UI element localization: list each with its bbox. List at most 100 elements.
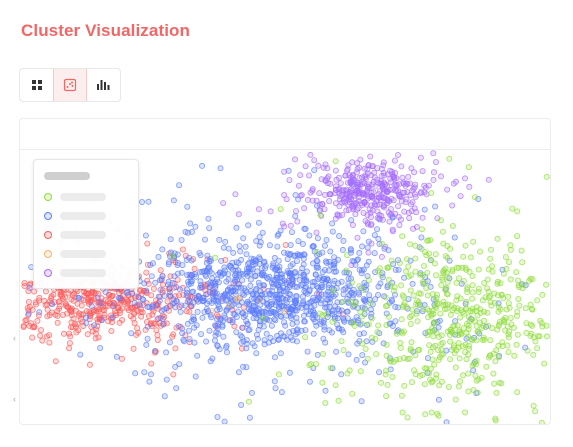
scatter-point <box>48 293 55 300</box>
scatter-point <box>87 310 94 317</box>
scatter-point <box>257 301 264 308</box>
scatter-point <box>335 397 342 404</box>
scatter-point <box>284 250 291 257</box>
scatter-point <box>275 257 282 264</box>
scatter-point <box>46 339 53 346</box>
scatter-point <box>272 310 279 317</box>
scatter-point <box>353 314 360 321</box>
scatter-point <box>179 330 186 337</box>
scatter-point <box>456 355 463 362</box>
scatter-point <box>437 310 444 317</box>
scatter-point <box>343 267 350 274</box>
scatter-point <box>186 336 193 343</box>
scatter-point <box>316 190 323 197</box>
scatter-point <box>378 172 385 179</box>
scatter-point <box>386 320 393 327</box>
scatter-point <box>514 277 521 284</box>
scatter-point <box>340 315 347 322</box>
scatter-point <box>75 294 82 301</box>
scatter-point <box>59 295 66 302</box>
scatter-point <box>357 368 364 375</box>
scatter-point <box>226 317 233 324</box>
scatter-point <box>190 313 197 320</box>
scatter-point <box>276 300 283 307</box>
scatter-point <box>157 286 164 293</box>
scatter-point <box>535 333 542 340</box>
scatter-point <box>417 154 424 161</box>
scatter-plot[interactable] <box>20 150 551 425</box>
scatter-point <box>295 182 302 189</box>
scatter-point <box>326 299 333 306</box>
scatter-point <box>68 324 75 331</box>
scatter-point <box>375 322 382 329</box>
legend-item[interactable] <box>44 192 134 202</box>
scatter-point <box>386 198 393 205</box>
scatter-point <box>164 298 171 305</box>
scatter-point <box>327 191 334 198</box>
scatter-series <box>220 150 492 269</box>
scatter-point <box>372 335 379 342</box>
scatter-point <box>271 254 278 261</box>
scatter-point <box>449 223 456 230</box>
scatter-point <box>284 336 291 343</box>
scatter-point <box>311 167 318 174</box>
legend-item[interactable] <box>44 249 134 259</box>
scatter-point <box>365 321 372 328</box>
scatter-point <box>492 358 499 365</box>
scatter-point <box>375 191 382 198</box>
scatter-point <box>348 279 355 286</box>
scatter-point <box>169 253 176 260</box>
scatter-point <box>36 309 43 316</box>
scatter-point <box>466 183 473 190</box>
legend-item[interactable] <box>44 268 134 278</box>
scatter-point <box>56 303 63 310</box>
scatter-point <box>182 302 189 309</box>
scatter-point <box>227 264 234 271</box>
scatter-point <box>284 256 291 263</box>
scatter-point <box>300 298 307 305</box>
scatter-point <box>299 293 306 300</box>
scatter-point <box>331 268 338 275</box>
scatter-view-button[interactable] <box>53 69 87 101</box>
scatter-point <box>368 315 375 322</box>
scatter-point <box>155 293 162 300</box>
scatter-point <box>314 258 321 265</box>
chart-header <box>20 119 550 150</box>
scatter-point <box>412 255 419 262</box>
scatter-point <box>229 319 236 326</box>
scatter-point <box>331 254 338 261</box>
scatter-point <box>302 163 309 170</box>
scatter-point <box>364 166 371 173</box>
scatter-point <box>150 285 157 292</box>
scatter-point <box>154 336 161 343</box>
legend-swatch <box>44 250 52 258</box>
scatter-point <box>398 163 405 170</box>
scatter-point <box>529 322 536 329</box>
scatter-point <box>311 302 318 309</box>
legend-item[interactable] <box>44 211 134 221</box>
scatter-point <box>398 392 405 399</box>
scatter-point <box>430 150 437 157</box>
scatter-point <box>371 250 378 257</box>
scatter-point <box>444 186 451 193</box>
scatter-point <box>96 312 103 319</box>
bar-chart-view-button[interactable] <box>87 69 120 101</box>
scatter-point <box>321 267 328 274</box>
scatter-point <box>317 212 324 219</box>
scatter-point <box>210 297 217 304</box>
grid-view-button[interactable] <box>20 69 53 101</box>
bar-chart-icon <box>97 80 110 90</box>
scatter-point <box>266 242 273 249</box>
scatter-point <box>383 341 390 348</box>
scatter-point <box>412 193 419 200</box>
legend-item[interactable] <box>44 230 134 240</box>
scatter-point <box>300 276 307 283</box>
scatter-point <box>289 320 296 327</box>
scatter-point <box>276 263 283 270</box>
scatter-point <box>108 327 115 334</box>
scatter-point <box>226 302 233 309</box>
scatter-point <box>438 282 445 289</box>
scatter-point <box>346 172 353 179</box>
scatter-point <box>539 291 546 298</box>
scatter-point <box>75 327 82 334</box>
